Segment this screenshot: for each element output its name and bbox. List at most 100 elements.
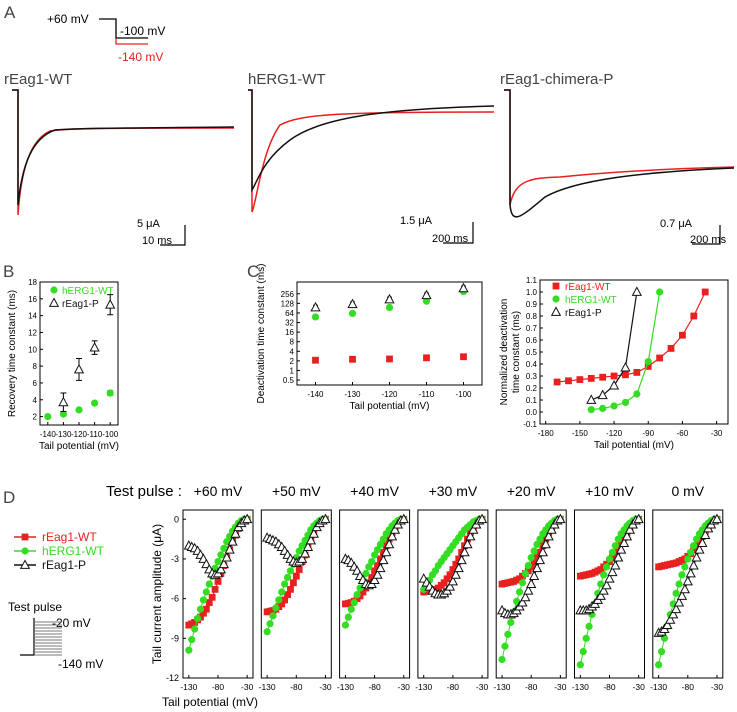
chart-cr-ytick-label: 0.7 <box>526 324 538 333</box>
chart-d-point-reag1-p <box>595 590 606 600</box>
chart-d-point-herg1-wt <box>687 548 695 556</box>
chart-b-ytick-label: 2 <box>33 413 38 422</box>
chart-d-point-reag1-wt <box>281 596 289 604</box>
panel-letter-a: A <box>4 3 16 22</box>
chart-cr-point-reag1-wt <box>701 288 709 296</box>
chart-c-xtick-label: -140 <box>307 390 324 399</box>
chart-d-point-herg1-wt <box>678 571 686 579</box>
chart-c-point-reag1-p <box>384 293 395 304</box>
panel-letter-b: B <box>3 262 14 281</box>
chart-d-ytick-label: -3 <box>171 554 179 564</box>
chart-d-point-reag1-p <box>694 544 705 554</box>
chart-cr-ytick-label: 0.6 <box>526 336 538 345</box>
protocol-a: +60 mV -100 mV -140 mV <box>47 12 165 64</box>
chart-b-legend-herg1-wt: hERG1-WT <box>62 286 114 297</box>
chart-d-point-reag1-p <box>227 536 238 546</box>
chart-d-point-herg1-wt <box>690 542 698 550</box>
chart-d-point-reag1-p <box>546 524 557 534</box>
chart-d-point-herg1-wt <box>185 646 193 654</box>
chart-d-point-reag1-p <box>302 541 314 551</box>
chart-cr-xtick-label: -150 <box>572 429 589 438</box>
chart-d-point-reag1-p <box>604 573 615 583</box>
chart-d-panel-label-1: +50 mV <box>272 483 321 499</box>
chart-d-point-herg1-wt <box>269 612 277 620</box>
chart-cr-point-reag1-wt <box>656 354 664 362</box>
chart-d-point-herg1-wt <box>518 579 527 587</box>
chart-d-point-reag1-p <box>618 537 630 547</box>
chart-d-xtick-label: -80 <box>525 682 538 692</box>
chart-c-right: -0.1 0.0 0.1 0.2 0.3 0.4 0.5 0.6 0.7 0.8 0.9 1.0 1.1… <box>499 276 729 451</box>
chart-d-point-herg1-wt <box>614 535 622 543</box>
chart-d-point-reag1-wt <box>278 600 286 608</box>
chart-d-point-herg1-wt <box>191 625 199 633</box>
chart-cr-point-herg1-wt <box>587 406 595 414</box>
chart-d-point-reag1-p <box>534 554 546 565</box>
chart-d-xtick-label: -30 <box>476 682 489 692</box>
chart-d-xtick-label: -80 <box>682 682 695 692</box>
chart-cr-xlabel: Tail potential (mV) <box>594 440 674 451</box>
chart-cr-legend-herg1-wt: hERG1-WT <box>565 295 617 306</box>
chart-d-ytick-label: 0 <box>174 514 179 524</box>
chart-cr-point-reag1-p <box>631 286 642 296</box>
chart-c-ytick-label: 8 <box>290 338 295 347</box>
chart-d-point-reag1-p <box>378 554 389 565</box>
chart-d-xtick-label: -130 <box>572 682 589 692</box>
chart-d-point-reag1-p <box>700 529 711 540</box>
panel-letter-c: C <box>247 262 259 281</box>
chart-cr-point-herg1-wt <box>621 398 630 406</box>
chart-d-point-reag1-wt <box>284 591 291 599</box>
chart-cr-point-herg1-wt <box>656 288 664 296</box>
chart-d-xtick-label: -80 <box>212 682 225 692</box>
chart-d-point-reag1-p <box>682 575 693 586</box>
chart-d-xtick-label: -130 <box>259 682 276 692</box>
chart-cr-legend-marker-herg1-wt <box>552 295 560 303</box>
chart-d-xtick-label: -30 <box>241 682 254 692</box>
trace-reag1-black <box>12 89 235 206</box>
panel-letter-d: D <box>3 488 15 507</box>
chart-d-point-reag1-wt <box>524 567 532 575</box>
chart-d-point-herg1-wt <box>657 647 666 656</box>
chart-cr-xtick-label: -180 <box>538 429 555 438</box>
chart-cr-point-reag1-p <box>608 379 620 390</box>
chart-d-point-reag1-p <box>676 590 688 600</box>
chart-cr-ytick-label: 0.2 <box>526 384 538 393</box>
chart-d-panel-label-5: +10 mV <box>585 483 634 499</box>
chart-b-point-herg1-wt <box>44 412 52 421</box>
scalebar-herg1 <box>443 222 474 244</box>
chart-d-legend-marker-reag1-wt <box>21 533 29 541</box>
chart-d-xlabel: Tail potential (mV) <box>162 695 258 709</box>
chart-d-point-reag1-p <box>555 513 566 524</box>
chart-d-point-herg1-wt <box>223 538 231 546</box>
chart-d-point-herg1-wt <box>281 580 289 588</box>
protocol-hold-label: +60 mV <box>47 12 89 26</box>
chart-d-xtick-label: -30 <box>554 682 567 692</box>
chart-d-point-reag1-p <box>679 583 691 594</box>
chart-c-point-reag1-wt <box>312 356 319 364</box>
chart-d-point-reag1-p <box>447 575 459 586</box>
chart-d-point-herg1-wt <box>527 554 535 562</box>
chart-d-point-herg1-wt <box>515 588 524 596</box>
chart-d-point-reag1-p <box>308 528 319 538</box>
chart-d-xtick-label: -130 <box>337 682 354 692</box>
trace-chimera-red <box>504 89 735 206</box>
chart-d-point-herg1-wt <box>298 542 306 550</box>
chart-d-point-reag1-p <box>601 579 612 590</box>
chart-d-point-reag1-wt <box>292 572 300 580</box>
chart-b-legend-marker-herg1-wt <box>50 286 58 294</box>
chart-cr-point-reag1-wt <box>622 371 629 379</box>
scalebar-reag1 <box>160 225 186 246</box>
chart-b-xtick-label: -140 <box>40 430 57 439</box>
chart-d-point-reag1-wt <box>443 575 451 583</box>
chart-cr-legend-reag1-p: rEag1-P <box>565 308 602 319</box>
chart-d-point-herg1-wt <box>576 661 584 669</box>
chart-d-point-reag1-p <box>456 554 467 565</box>
chart-d-point-reag1-p <box>540 538 551 549</box>
chart-d-point-herg1-wt <box>692 535 701 543</box>
chart-cr-legend-marker-reag1-wt <box>552 282 560 290</box>
scalebar-chimera-y: 0.7 μA <box>660 218 693 230</box>
chart-cr-point-herg1-wt <box>633 390 641 398</box>
chart-b-legend-reag1-p: rEag1-P <box>62 299 99 310</box>
chart-cr-point-reag1-wt <box>587 375 595 382</box>
chart-d-point-herg1-wt <box>286 567 295 575</box>
